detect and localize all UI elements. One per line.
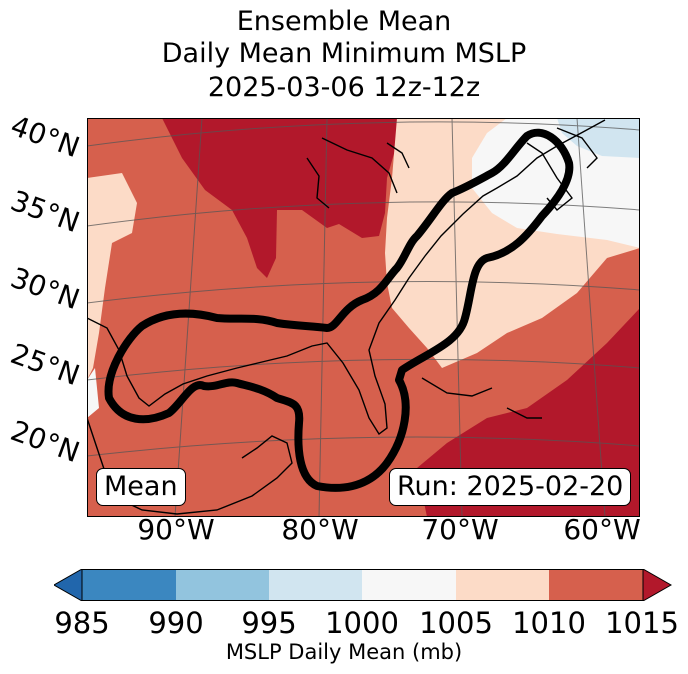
colorbar-bin-990-995: [176, 569, 269, 601]
coastlines: [87, 119, 606, 515]
latitude-label-20n: 20°N: [6, 413, 84, 470]
colorbar-bin-1010-1015: [549, 569, 643, 601]
field-above-1015-north: [162, 118, 402, 278]
colorbar-bin-985-990: [82, 569, 176, 601]
colorbar: [54, 569, 672, 601]
colorbar-tick-1015: 1015: [605, 606, 679, 640]
latitude-label-35n: 35°N: [6, 183, 84, 240]
colorbar-tick-985: 985: [54, 606, 110, 640]
colorbar-tick-1005: 1005: [419, 606, 493, 640]
mslp-map: [87, 118, 640, 517]
latitude-label-40n: 40°N: [6, 108, 84, 165]
latitude-label-30n: 30°N: [6, 260, 84, 317]
field-above-1015-southeast: [417, 308, 640, 517]
longitude-label-80w: 80°W: [281, 513, 359, 546]
colorbar-label: MSLP Daily Mean (mb): [225, 640, 463, 664]
colorbar-bin-1000-1005: [362, 569, 456, 601]
run-date-box: Run: 2025-02-20: [389, 468, 632, 506]
mean-label-box: Mean: [96, 468, 186, 506]
longitude-label-60w: 60°W: [563, 513, 641, 546]
colorbar-bin-995-1000: [269, 569, 362, 601]
colorbar-bin-1005-1010: [456, 569, 549, 601]
longitude-label-90w: 90°W: [137, 513, 215, 546]
chart-title-line-2: Daily Mean Minimum MSLP: [161, 38, 527, 69]
latitude-label-25n: 25°N: [6, 336, 84, 393]
colorbar-tick-995: 995: [241, 606, 297, 640]
chart-title-line-1: Ensemble Mean: [236, 6, 452, 37]
colorbar-tick-1000: 1000: [325, 606, 399, 640]
field-1000-1005-west: [87, 368, 99, 418]
colorbar-tick-1010: 1010: [512, 606, 586, 640]
colorbar-tick-990: 990: [148, 606, 204, 640]
outline-contour: [104, 128, 574, 492]
colorbar-extend-high: [642, 569, 672, 601]
chart-title-line-3: 2025-03-06 12z-12z: [207, 72, 481, 103]
longitude-label-70w: 70°W: [421, 513, 499, 546]
colorbar-extend-low: [54, 569, 83, 601]
